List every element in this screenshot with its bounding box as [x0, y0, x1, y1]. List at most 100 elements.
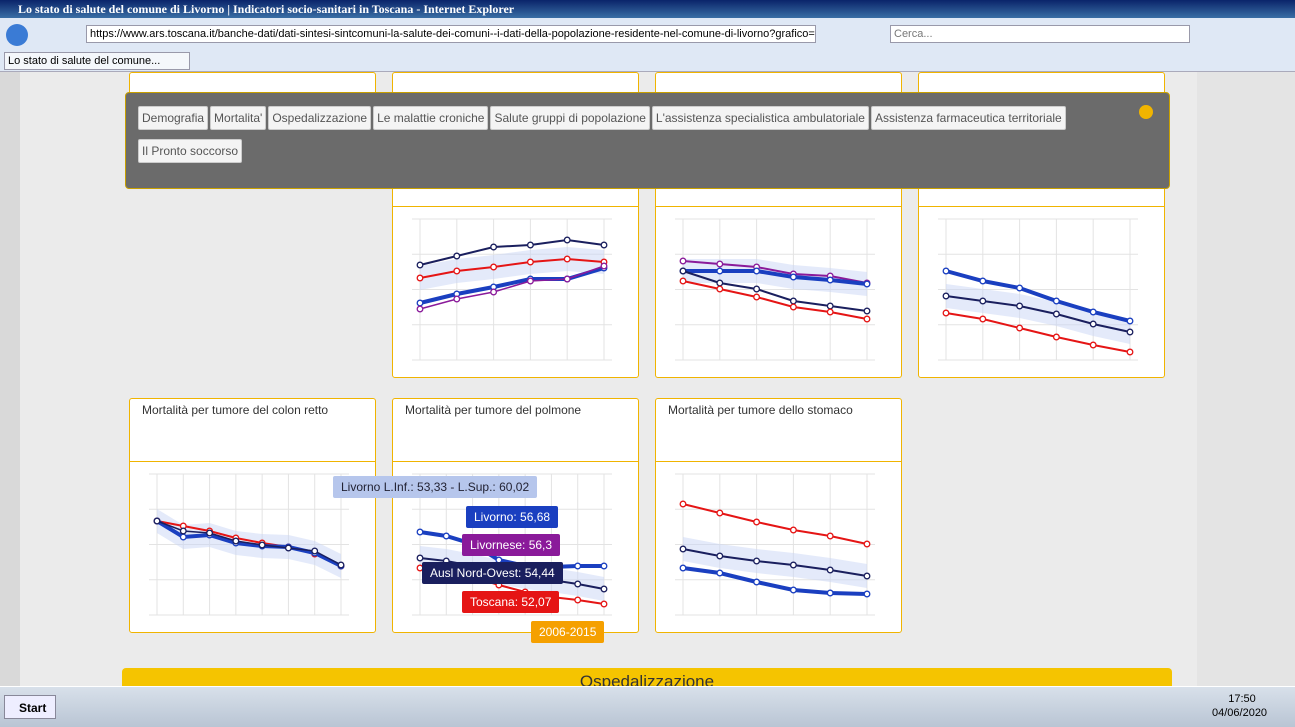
window-title: Lo stato di salute del comune di Livorno… [0, 0, 1295, 18]
point [789, 561, 797, 569]
point [753, 557, 761, 565]
point [1126, 328, 1134, 336]
point [1052, 333, 1060, 341]
point [1126, 348, 1134, 356]
point [826, 566, 834, 574]
point [716, 569, 724, 577]
taskbar: Start 17:50 04/06/2020 [0, 686, 1295, 727]
point [753, 267, 761, 275]
point [863, 540, 871, 548]
point [863, 307, 871, 315]
point [1016, 324, 1024, 332]
point [416, 261, 424, 269]
point [1126, 317, 1134, 325]
point [789, 526, 797, 534]
point [442, 532, 450, 540]
point [716, 509, 724, 517]
point [716, 552, 724, 560]
menu-button[interactable]: Il Pronto soccorso [138, 139, 243, 163]
mini-chart [675, 473, 875, 616]
menu-button[interactable]: Demografia [138, 106, 209, 130]
point [679, 267, 687, 275]
trend-line [945, 269, 1131, 323]
point [574, 562, 582, 570]
point [416, 554, 424, 562]
point [753, 293, 761, 301]
tooltip: Toscana: 52,07 [462, 591, 560, 613]
url-field[interactable]: https://www.ars.toscana.it/banche-dati/d… [86, 25, 816, 43]
point [826, 276, 834, 284]
search-field[interactable]: Cerca... [890, 25, 1190, 43]
tooltip: Livorno L.Inf.: 53,33 - L.Sup.: 60,02 [333, 476, 538, 498]
tooltip: Livorno: 56,68 [466, 506, 559, 528]
point [600, 585, 608, 593]
point [574, 580, 582, 588]
card-divider [393, 206, 638, 207]
point [600, 600, 608, 608]
mini-chart [412, 218, 612, 361]
trend-line [419, 257, 605, 279]
point [526, 277, 534, 285]
point [679, 545, 687, 553]
start-button[interactable]: Start [4, 695, 56, 719]
point [826, 532, 834, 540]
point [284, 544, 292, 552]
tooltip: Ausl Nord-Ovest: 54,44 [422, 562, 563, 584]
point [942, 309, 950, 317]
point [1016, 302, 1024, 310]
point [490, 263, 498, 271]
tab-bar: Lo stato di salute del comune... [0, 50, 1295, 72]
menu-button[interactable]: Ospedalizzazione [268, 106, 372, 130]
point [789, 303, 797, 311]
tooltip: Livornese: 56,3 [462, 534, 561, 556]
trend-line [682, 280, 868, 320]
card-divider [393, 461, 638, 462]
card-title: Mortalità per tumore del polmone [405, 403, 582, 417]
up-icon[interactable] [1139, 105, 1153, 119]
trend-line [682, 548, 868, 577]
confidence-band [420, 247, 604, 290]
back-button[interactable] [6, 24, 28, 46]
point [1052, 297, 1060, 305]
point [600, 241, 608, 249]
nav-menu: Demografia Mortalita' Ospedalizzazione Le m… [125, 92, 1170, 189]
point [416, 274, 424, 282]
mini-chart [149, 473, 349, 616]
point [179, 533, 187, 541]
trend-line [683, 269, 868, 286]
point [789, 273, 797, 281]
confidence-band [683, 259, 867, 296]
trend-line [945, 295, 1131, 333]
point [863, 315, 871, 323]
menu-button[interactable]: Assistenza farmaceutica territoriale [870, 106, 1066, 130]
period-label: 2006-2015 [531, 621, 605, 643]
card-divider [656, 206, 901, 207]
confidence-band [946, 284, 1130, 344]
point [563, 236, 571, 244]
point [1089, 341, 1097, 349]
menu-button[interactable]: Le malattie croniche [373, 106, 489, 130]
point [1089, 308, 1097, 316]
point [337, 561, 345, 569]
tab[interactable]: Lo stato di salute del comune... [4, 52, 190, 70]
point [311, 547, 319, 555]
menu-button[interactable]: Salute gruppi di popolazione [490, 106, 650, 130]
point [679, 500, 687, 508]
point [416, 528, 424, 536]
mini-chart [675, 218, 875, 361]
point [826, 308, 834, 316]
point [600, 562, 608, 570]
point [679, 564, 687, 572]
card-title: Mortalità per tumore del colon retto [142, 403, 329, 417]
trend-line [945, 312, 1131, 353]
menu-button[interactable]: L'assistenza specialistica ambulatoriale [651, 106, 869, 130]
point [789, 586, 797, 594]
point [679, 257, 687, 265]
trend-line [682, 260, 868, 284]
point [232, 537, 240, 545]
trend-line [419, 265, 605, 310]
trend-line [419, 238, 605, 266]
point [716, 285, 724, 293]
trend-line [682, 270, 868, 312]
menu-button[interactable]: Mortalita' [210, 106, 267, 130]
